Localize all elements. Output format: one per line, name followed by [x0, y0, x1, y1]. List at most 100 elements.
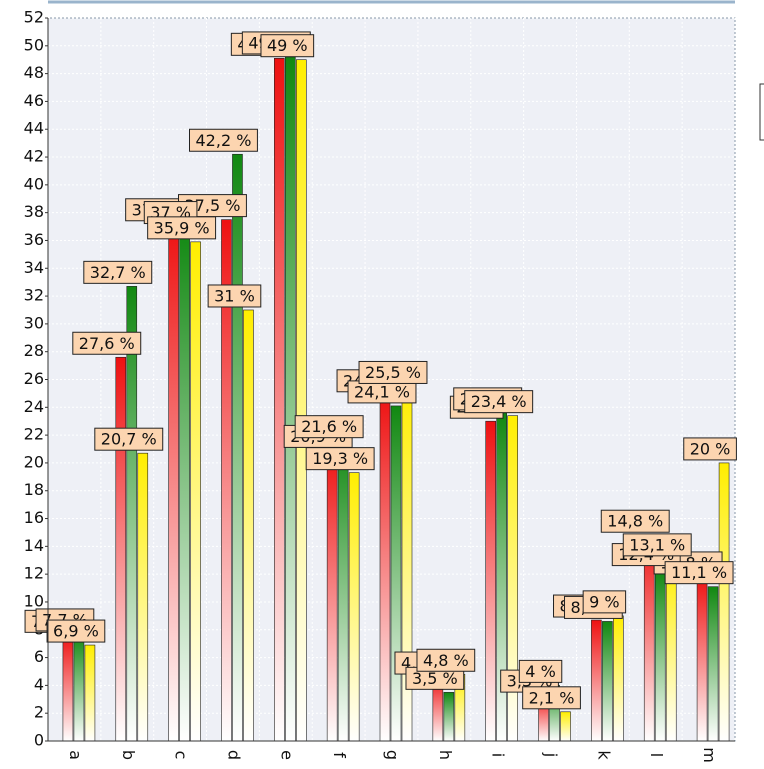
value-label-box: [600, 509, 670, 533]
bar: [243, 309, 254, 742]
bar: [274, 58, 285, 742]
value-label: 13,1 %: [629, 535, 685, 554]
y-tick-label: 0: [34, 731, 44, 750]
y-tick-label: 26: [24, 369, 44, 388]
bar: [168, 223, 179, 742]
y-tick-label: 2: [34, 703, 44, 722]
value-label: 23,4 %: [471, 392, 527, 411]
bar: [137, 452, 149, 742]
x-tick-label: k: [594, 750, 613, 760]
y-tick-label: 46: [24, 91, 44, 110]
value-label: 20,7 %: [101, 430, 157, 449]
bar: [348, 472, 360, 742]
value-label: 11,1 %: [671, 563, 727, 582]
x-tick-label: g: [383, 750, 402, 760]
y-tick-label: 6: [34, 647, 44, 666]
x-tick-label: j: [542, 752, 561, 757]
y-tick-label: 32: [24, 286, 44, 305]
bar: [285, 56, 296, 742]
value-label: 49 %: [267, 36, 308, 55]
value-label: 19,3 %: [312, 449, 368, 468]
y-tick-label: 38: [24, 202, 44, 221]
y-tick-label: 48: [24, 63, 44, 82]
value-label: 24,1 %: [354, 382, 410, 401]
bar: [443, 692, 455, 742]
bar: [665, 558, 677, 742]
value-label: 3,5 %: [412, 669, 458, 688]
value-label: 4 %: [525, 662, 555, 681]
x-tick-label: b: [119, 750, 138, 760]
bar: [62, 635, 74, 742]
bar: [179, 226, 190, 742]
value-label-box: [622, 533, 692, 557]
y-tick-label: 34: [24, 258, 44, 277]
y-tick-label: 50: [24, 35, 44, 54]
value-label: 35,9 %: [154, 218, 210, 237]
value-label: 6,9 %: [53, 622, 99, 641]
y-tick-label: 36: [24, 230, 44, 249]
y-tick-label: 12: [24, 564, 44, 583]
bar: [337, 440, 349, 742]
bar: [707, 586, 719, 742]
y-tick-label: 44: [24, 119, 44, 138]
x-tick-label: f: [330, 752, 349, 758]
bar: [613, 615, 624, 742]
y-tick-label: 20: [24, 452, 44, 471]
value-label: 9 %: [589, 592, 619, 611]
value-label: 2,1 %: [529, 688, 575, 707]
value-label: 14,8 %: [607, 512, 663, 531]
y-tick-label: 18: [24, 480, 44, 499]
bar: [602, 621, 613, 742]
x-tick-label: c: [172, 751, 191, 760]
y-tick-label: 42: [24, 147, 44, 166]
value-label-box: [464, 390, 534, 414]
bar: [73, 633, 85, 742]
x-tick-label: l: [647, 753, 666, 757]
value-label-box: [294, 415, 364, 439]
bar: [718, 462, 730, 742]
value-label: 31 %: [214, 286, 255, 305]
bar: [696, 576, 708, 742]
y-tick-label: 10: [24, 591, 44, 610]
y-tick-label: 40: [24, 174, 44, 193]
value-label-box: [518, 659, 563, 683]
bar: [591, 619, 602, 742]
value-label-box: [94, 427, 164, 451]
x-tick-label: i: [489, 753, 508, 757]
x-tick-label: h: [436, 750, 455, 760]
value-label-box: [582, 590, 627, 614]
value-label-box: [522, 686, 581, 710]
y-tick-label: 30: [24, 313, 44, 332]
bar: [84, 644, 96, 742]
y-tick-label: 4: [34, 675, 44, 694]
value-label-box: [664, 561, 734, 585]
x-tick-label: e: [277, 750, 296, 760]
bar: [654, 568, 666, 742]
y-tick-label: 52: [24, 8, 44, 27]
value-label-box: [83, 260, 153, 284]
x-tick-label: a: [66, 750, 85, 760]
y-tick-label: 16: [24, 508, 44, 527]
bar: [560, 711, 571, 742]
value-label-box: [260, 34, 315, 58]
value-label-box: [46, 619, 106, 643]
bar: [379, 394, 391, 742]
bar: [232, 153, 243, 742]
y-tick-label: 24: [24, 397, 44, 416]
value-label: 42,2 %: [196, 131, 252, 150]
value-label-box: [147, 216, 217, 240]
x-tick-label: m: [700, 747, 719, 763]
bar: [390, 405, 402, 742]
value-label-box: [683, 437, 737, 461]
value-label-box: [416, 648, 476, 672]
bar: [296, 59, 307, 742]
bar: [326, 450, 338, 742]
value-label: 4,8 %: [423, 651, 469, 670]
bar: [485, 420, 496, 742]
value-label: 25,5 %: [365, 363, 421, 382]
value-label-box: [207, 284, 262, 308]
y-tick-label: 22: [24, 425, 44, 444]
x-tick-label: d: [224, 750, 243, 760]
